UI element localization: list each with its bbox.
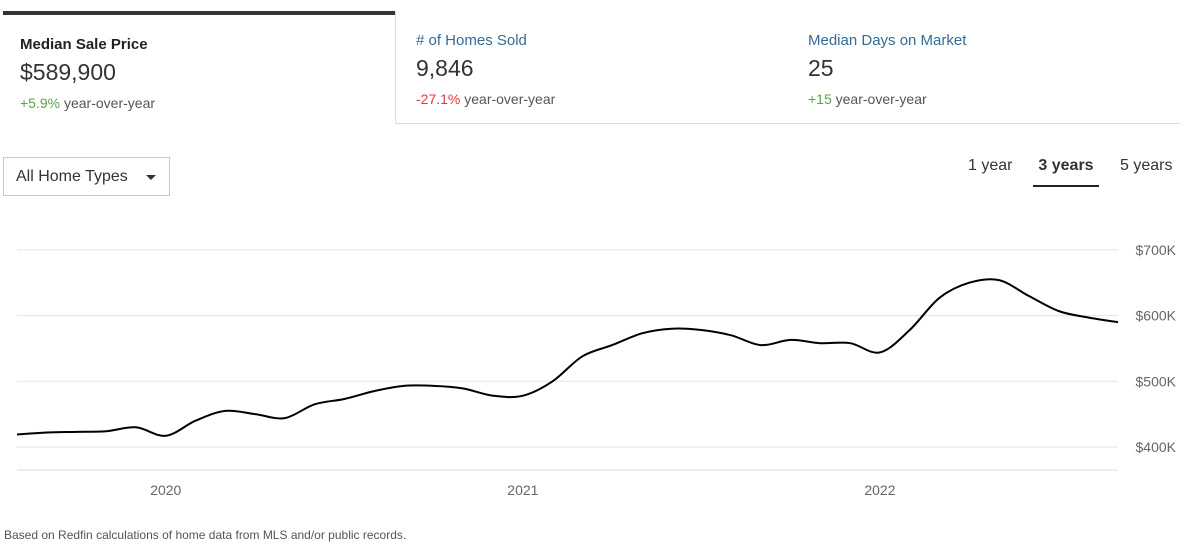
data-point [284, 417, 286, 419]
data-point [165, 435, 167, 437]
data-point [492, 395, 494, 397]
data-point [135, 426, 137, 428]
x-tick-label: 2021 [507, 482, 538, 498]
footnote: Based on Redfin calculations of home dat… [4, 528, 407, 542]
range-5-years[interactable]: 5 years [1120, 157, 1173, 174]
data-point [700, 329, 702, 331]
median-sale-price-chart: $400K $500K $600K $700K 2020 2021 2022 [16, 242, 1177, 498]
data-point [552, 380, 554, 382]
series-line [16, 278, 1119, 437]
data-point [1087, 317, 1089, 319]
change-suffix: year-over-year [460, 91, 556, 107]
tab-label: Median Sale Price [20, 36, 148, 53]
tab-value: $589,900 [20, 59, 116, 85]
y-tick-label: $500K [1136, 373, 1177, 389]
data-point [343, 398, 345, 400]
data-point [76, 431, 78, 433]
tab-homes-sold[interactable]: # of Homes Sold 9,846 -27.1% year-over-y… [395, 11, 788, 124]
tab-label: # of Homes Sold [416, 32, 527, 49]
data-point [819, 342, 821, 344]
data-point [195, 420, 197, 422]
tab-value: 25 [808, 55, 834, 81]
data-point [1028, 295, 1030, 297]
x-tick-label: 2020 [150, 482, 181, 498]
tab-days-on-market[interactable]: Median Days on Market 25 +15 year-over-y… [788, 11, 1180, 124]
y-tick-label: $600K [1136, 308, 1177, 324]
tab-value: 9,846 [416, 55, 474, 81]
change-suffix: year-over-year [831, 91, 927, 107]
data-point [46, 432, 48, 434]
data-point [909, 329, 911, 331]
y-tick-label: $700K [1136, 242, 1177, 258]
data-point [671, 328, 673, 330]
data-point [254, 413, 256, 415]
tab-change: +5.9% year-over-year [20, 95, 155, 111]
data-point [433, 385, 435, 387]
data-point [939, 297, 941, 299]
data-point [462, 388, 464, 390]
data-point [849, 342, 851, 344]
data-point [105, 430, 107, 432]
tab-change: -27.1% year-over-year [416, 91, 555, 107]
data-point [1058, 310, 1060, 312]
data-point [403, 385, 405, 387]
change-amount: -27.1% [416, 91, 461, 107]
data-point [224, 410, 226, 412]
data-point [760, 344, 762, 346]
range-1-year[interactable]: 1 year [968, 157, 1013, 174]
caret-down-icon [146, 175, 156, 180]
data-point [730, 334, 732, 336]
data-point [879, 351, 881, 353]
data-point [373, 390, 375, 392]
data-point [581, 355, 583, 357]
change-amount: +15 [808, 91, 832, 107]
data-point [611, 344, 613, 346]
tab-label: Median Days on Market [808, 32, 967, 49]
home-type-dropdown[interactable]: All Home Types [3, 157, 170, 196]
data-point [522, 395, 524, 397]
change-suffix: year-over-year [60, 95, 156, 111]
data-point [968, 282, 970, 284]
home-type-selected: All Home Types [16, 168, 128, 185]
data-point [16, 434, 18, 436]
x-tick-label: 2022 [864, 482, 895, 498]
range-3-years[interactable]: 3 years [1033, 157, 1099, 187]
data-point [790, 339, 792, 341]
metric-tabs: Median Sale Price $589,900 +5.9% year-ov… [3, 11, 1180, 124]
tab-median-sale-price[interactable]: Median Sale Price $589,900 +5.9% year-ov… [3, 11, 395, 124]
data-point [641, 332, 643, 334]
tab-change: +15 year-over-year [808, 91, 927, 107]
data-point [314, 403, 316, 405]
data-point [998, 279, 1000, 281]
data-point [1117, 321, 1119, 323]
y-tick-label: $400K [1136, 439, 1177, 455]
change-amount: +5.9% [20, 95, 61, 111]
